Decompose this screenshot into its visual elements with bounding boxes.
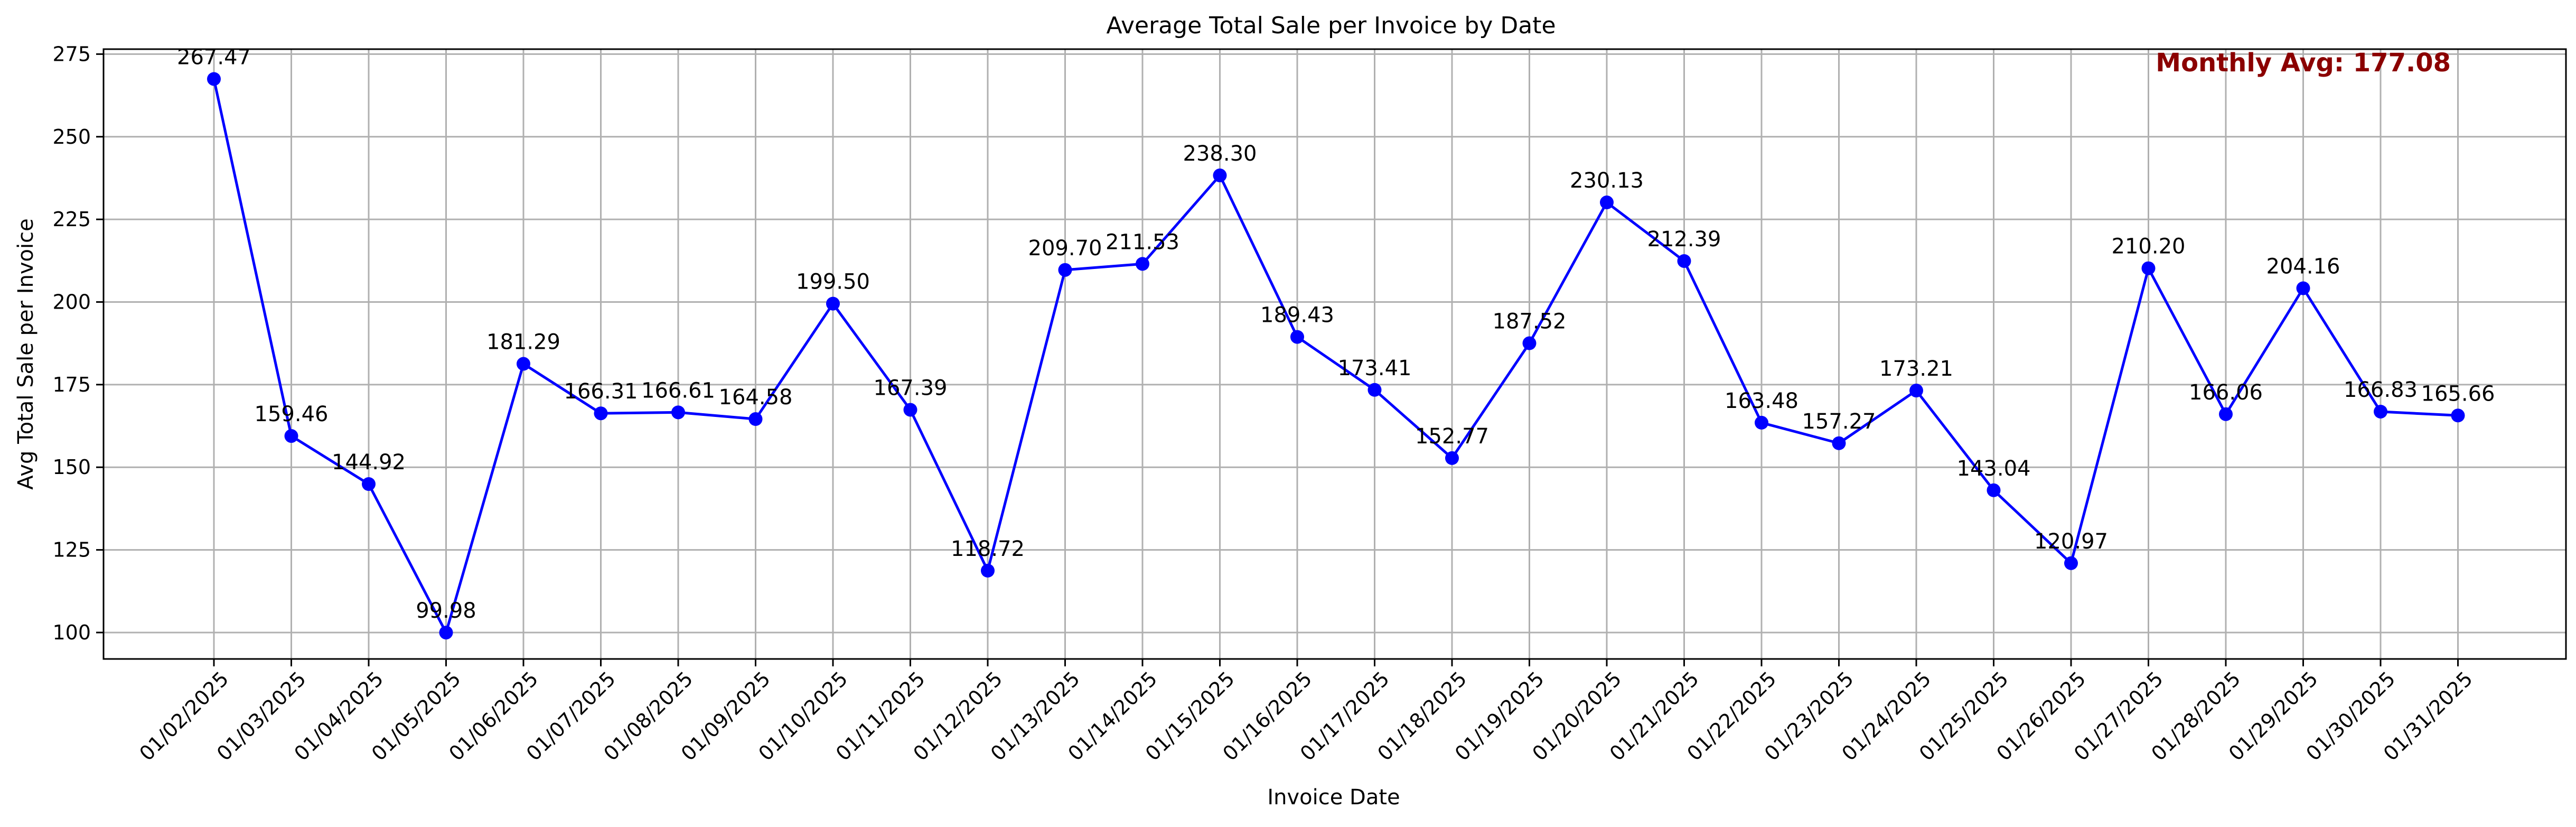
data-point	[1522, 336, 1537, 350]
data-label: 209.70	[1028, 236, 1102, 261]
data-point	[671, 405, 685, 420]
data-label: 164.58	[719, 385, 793, 410]
data-point	[1213, 168, 1227, 182]
data-point	[1677, 254, 1691, 268]
data-label: 166.61	[641, 378, 715, 403]
data-label: 166.31	[564, 379, 638, 404]
data-point	[594, 406, 608, 421]
data-series	[207, 72, 2465, 640]
data-point	[2219, 407, 2233, 421]
data-point	[2451, 408, 2465, 423]
data-label: 166.06	[2189, 380, 2263, 405]
data-label: 166.83	[2344, 378, 2418, 402]
data-point	[1987, 483, 2001, 497]
data-label: 189.43	[1260, 303, 1334, 328]
data-label: 173.41	[1338, 356, 1412, 380]
data-label: 212.39	[1647, 227, 1721, 252]
data-point	[748, 412, 763, 426]
y-tick-label: 250	[52, 125, 91, 148]
y-axis-label: Avg Total Sale per Invoice	[14, 218, 38, 489]
data-point	[362, 477, 376, 491]
data-label: 238.30	[1183, 142, 1257, 166]
series-line	[212, 78, 2458, 634]
data-point	[1909, 384, 1923, 398]
data-point	[1600, 196, 1614, 210]
data-label: 173.21	[1879, 357, 1953, 381]
y-tick-label: 175	[52, 373, 91, 396]
data-point	[2064, 556, 2078, 570]
data-label: 163.48	[1725, 389, 1798, 413]
data-label: 204.16	[2266, 254, 2340, 278]
data-label: 165.66	[2421, 382, 2495, 406]
data-point	[1755, 415, 1768, 430]
data-label: 143.04	[1957, 457, 2031, 481]
data-point	[1058, 263, 1072, 277]
data-label: 210.20	[2112, 235, 2186, 259]
data-point	[1445, 451, 1459, 465]
chart-title: Average Total Sale per Invoice by Date	[1106, 12, 1556, 39]
data-label: 230.13	[1570, 169, 1644, 193]
data-point	[1832, 436, 1846, 450]
y-tick-label: 125	[52, 538, 91, 562]
data-label: 211.53	[1106, 230, 1179, 254]
data-point	[284, 429, 298, 443]
data-point	[1367, 383, 1382, 397]
data-point	[2374, 404, 2387, 419]
data-label: 99.98	[416, 599, 476, 623]
data-label: 187.52	[1493, 310, 1567, 334]
data-point	[2296, 281, 2310, 295]
data-point	[439, 626, 453, 640]
data-label: 157.27	[1802, 410, 1876, 434]
y-tick-label: 150	[52, 456, 91, 479]
data-label: 159.46	[255, 402, 329, 426]
data-point	[826, 296, 840, 311]
data-point	[517, 357, 530, 371]
data-point	[1290, 330, 1304, 344]
y-tick-label: 200	[52, 290, 91, 313]
data-label: 144.92	[332, 450, 406, 475]
data-point	[207, 72, 221, 86]
data-label: 152.77	[1415, 424, 1489, 449]
data-label: 199.50	[796, 270, 870, 294]
y-tick-label: 100	[52, 621, 91, 644]
data-point	[2141, 261, 2156, 275]
data-label: 120.97	[2034, 529, 2108, 554]
y-tick-label: 275	[52, 42, 91, 66]
data-point	[1136, 257, 1149, 271]
data-label: 181.29	[486, 330, 560, 355]
data-point	[981, 563, 995, 578]
data-label: 118.72	[951, 537, 1025, 561]
x-axis-label: Invoice Date	[1267, 785, 1400, 810]
plot-frame	[102, 48, 2567, 660]
monthly-average-annotation: Monthly Avg: 177.08	[2156, 48, 2451, 78]
data-point	[903, 403, 917, 417]
data-label: 167.39	[874, 376, 948, 400]
grid-lines	[104, 49, 2566, 659]
y-tick-label: 225	[52, 208, 91, 231]
